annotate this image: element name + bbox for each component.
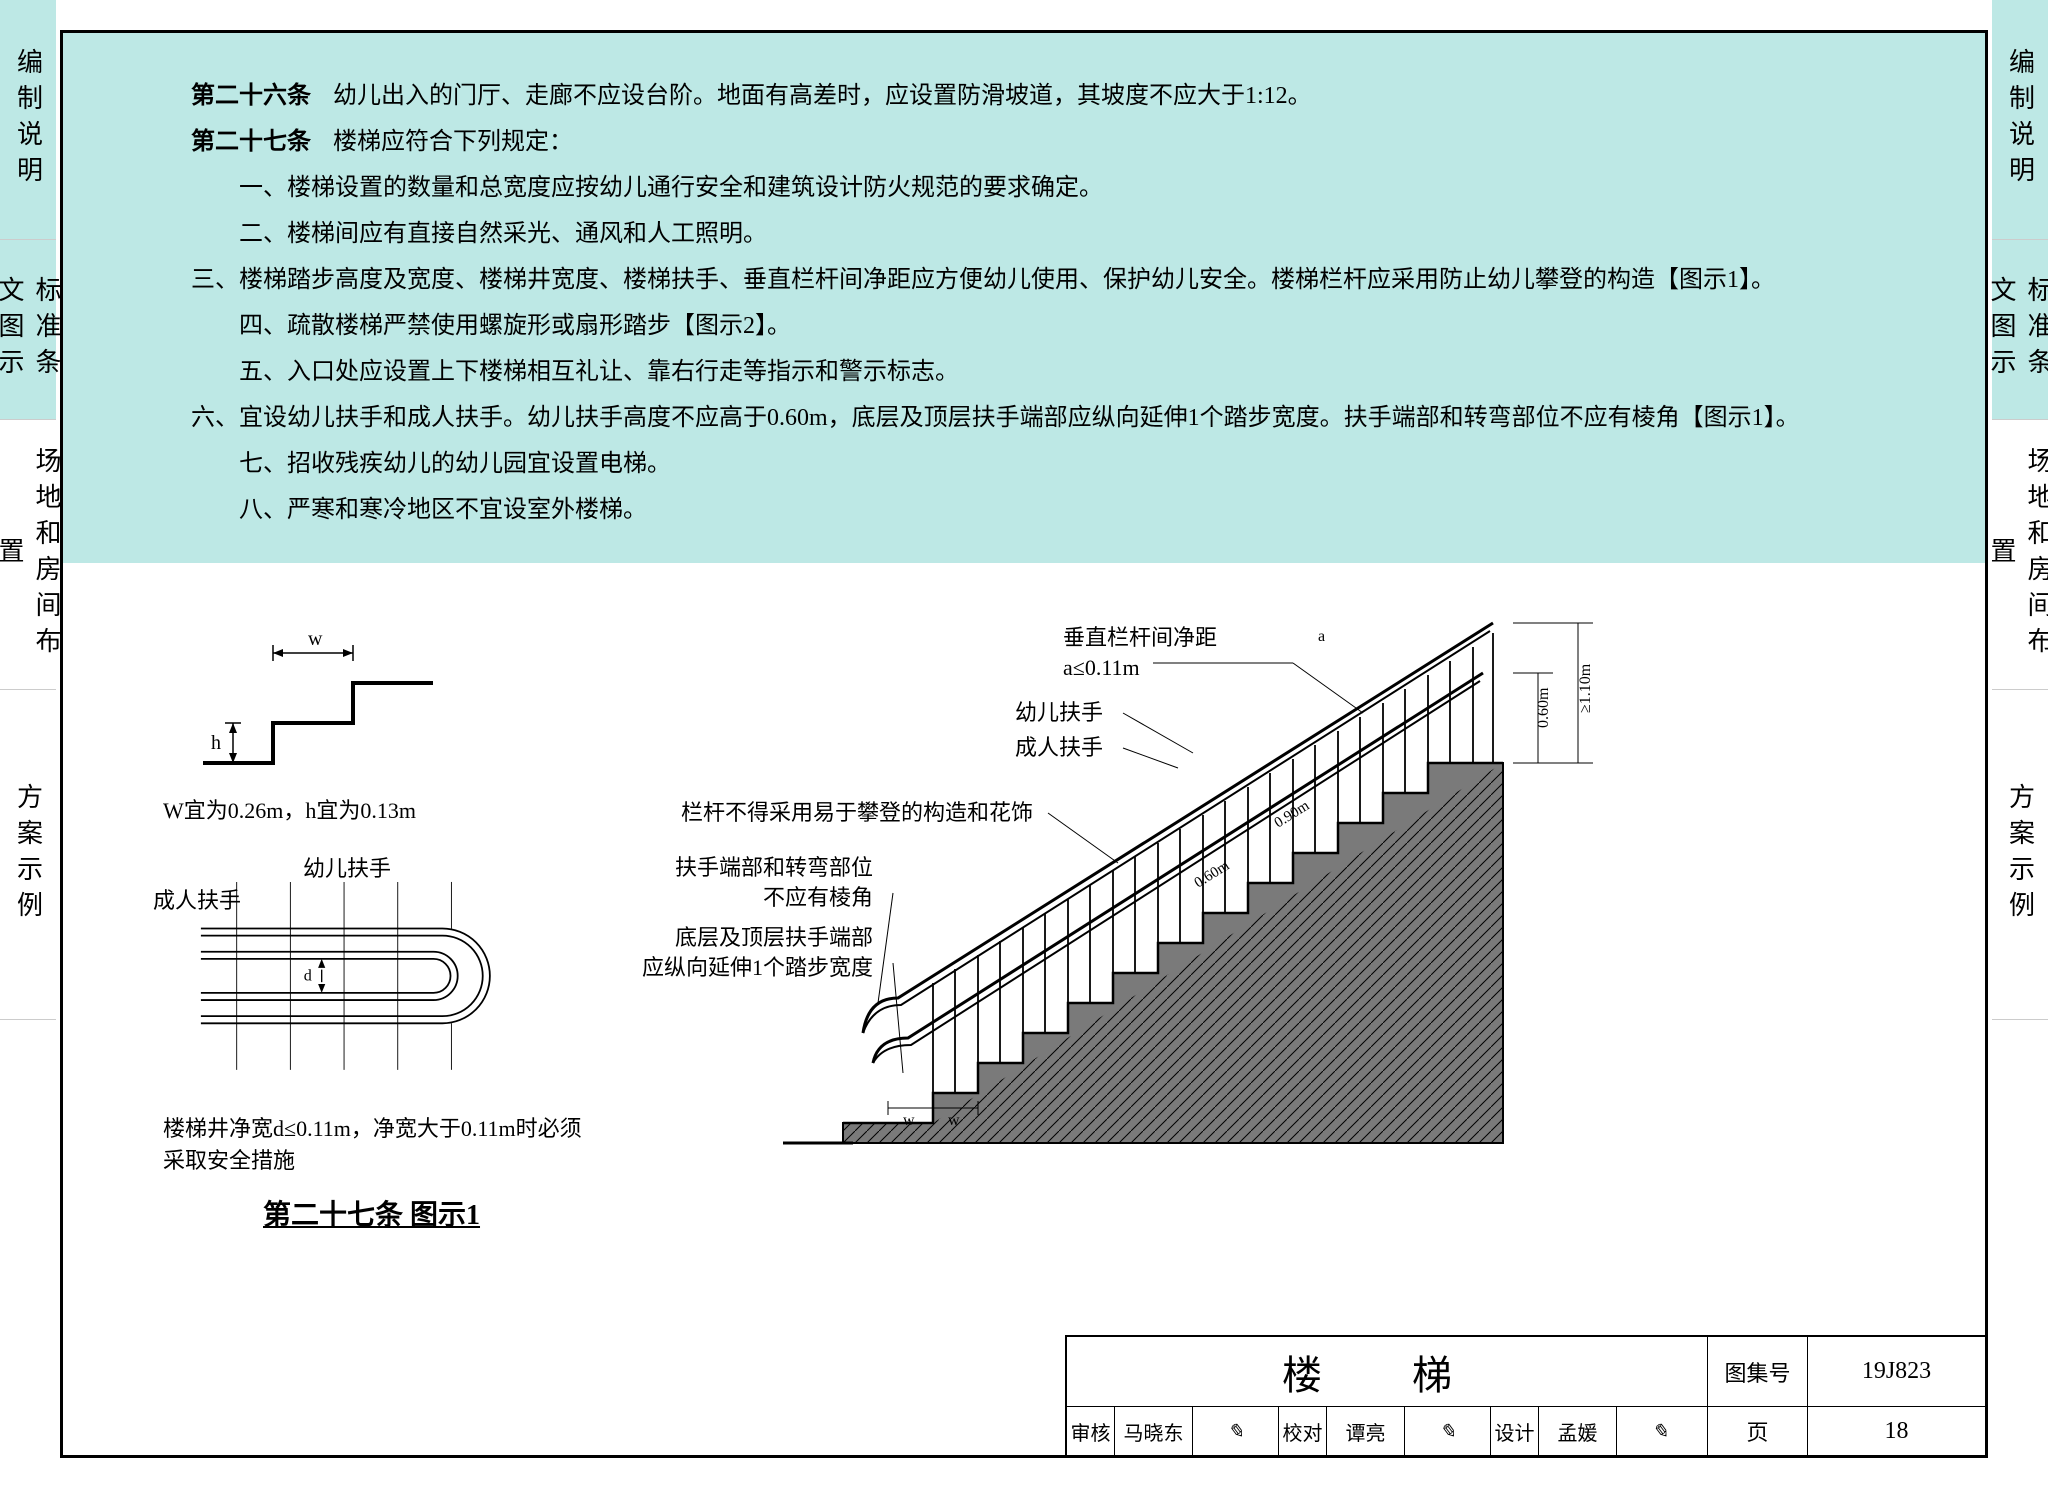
check-name: 谭亮 bbox=[1327, 1407, 1405, 1455]
svg-text:d: d bbox=[304, 967, 312, 984]
tab-standard-illustrations-left[interactable]: 标准条文图示 bbox=[0, 240, 56, 420]
tab-standard-illustrations-right[interactable]: 标准条文图示 bbox=[1992, 240, 2048, 420]
catalog-label: 图集号 bbox=[1707, 1337, 1807, 1407]
tab-site-room-layout-left[interactable]: 场地和房间布置 bbox=[0, 420, 56, 690]
design-name: 孟媛 bbox=[1539, 1407, 1617, 1455]
tab-site-room-layout-right[interactable]: 场地和房间布置 bbox=[1992, 420, 2048, 690]
tab-scheme-examples-left[interactable]: 方案示例 bbox=[0, 690, 56, 1020]
plan-child-handrail-label: 幼儿扶手 bbox=[303, 851, 391, 883]
plan-caption: 楼梯井净宽d≤0.11m，净宽大于0.11m时必须采取安全措施 bbox=[163, 1113, 583, 1177]
tab-compilation-notes-right[interactable]: 编制说明 bbox=[1992, 0, 2048, 240]
right-tabs: 编制说明 标准条文图示 场地和房间布置 方案示例 bbox=[1992, 0, 2048, 1488]
w-label: w bbox=[308, 628, 323, 650]
page-label: 页 bbox=[1707, 1407, 1807, 1455]
article-27-item-1: 一、楼梯设置的数量和总宽度应按幼儿通行安全和建筑设计防火规范的要求确定。 bbox=[143, 165, 1905, 211]
article-27-header: 第二十七条 楼梯应符合下列规定： bbox=[143, 119, 1905, 165]
annotation-baluster-gap: 垂直栏杆间净距 a≤0.11m bbox=[1063, 623, 1283, 683]
review-name: 马晓东 bbox=[1115, 1407, 1193, 1455]
article-27-item-6: 六、宜设幼儿扶手和成人扶手。幼儿扶手高度不应高于0.60m，底层及顶层扶手端部应… bbox=[143, 395, 1905, 441]
article-27-label: 第二十七条 bbox=[191, 129, 311, 155]
design-sign: ✎ bbox=[1617, 1407, 1703, 1455]
review-sign: ✎ bbox=[1193, 1407, 1279, 1455]
page-value: 18 bbox=[1807, 1407, 1985, 1455]
article-26-label: 第二十六条 bbox=[191, 83, 311, 109]
check-label: 校对 bbox=[1279, 1407, 1327, 1455]
article-27-intro: 楼梯应符合下列规定： bbox=[333, 129, 573, 155]
svg-text:≥1.10m: ≥1.10m bbox=[1577, 663, 1594, 713]
article-27-item-7: 七、招收残疾幼儿的幼儿园宜设置电梯。 bbox=[143, 441, 1905, 487]
step-caption: W宜为0.26m，h宜为0.13m bbox=[163, 793, 416, 825]
tab-scheme-examples-right[interactable]: 方案示例 bbox=[1992, 690, 2048, 1020]
article-26: 第二十六条 幼儿出入的门厅、走廊不应设台阶。地面有高差时，应设置防滑坡道，其坡度… bbox=[143, 73, 1905, 119]
plan-adult-handrail-label: 成人扶手 bbox=[153, 883, 241, 915]
article-27-item-5: 五、入口处应设置上下楼梯相互礼让、靠右行走等指示和警示标志。 bbox=[143, 349, 1905, 395]
drawing-title: 楼 梯 bbox=[1067, 1337, 1707, 1407]
left-tabs: 编制说明 标准条文图示 场地和房间布置 方案示例 bbox=[0, 0, 56, 1488]
article-26-text: 幼儿出入的门厅、走廊不应设台阶。地面有高差时，应设置防滑坡道，其坡度不应大于1:… bbox=[333, 83, 1312, 109]
step-profile-diagram: w h bbox=[183, 623, 463, 783]
figure-title: 第二十七条 图示1 bbox=[263, 1193, 480, 1233]
article-text-block: 第二十六条 幼儿出入的门厅、走廊不应设台阶。地面有高差时，应设置防滑坡道，其坡度… bbox=[63, 33, 1985, 563]
h-label: h bbox=[211, 732, 221, 754]
article-27-item-8: 八、严寒和寒冷地区不宜设室外楼梯。 bbox=[143, 487, 1905, 533]
svg-text:0.60m: 0.60m bbox=[1535, 687, 1552, 728]
article-27-item-2: 二、楼梯间应有直接自然采光、通风和人工照明。 bbox=[143, 211, 1905, 257]
svg-text:a: a bbox=[1318, 628, 1325, 645]
article-27-item-4: 四、疏散楼梯严禁使用螺旋形或扇形踏步【图示2】。 bbox=[143, 303, 1905, 349]
design-label: 设计 bbox=[1491, 1407, 1539, 1455]
annotation-child-handrail: 幼儿扶手 bbox=[923, 698, 1103, 728]
check-sign: ✎ bbox=[1405, 1407, 1491, 1455]
signature-row: 审核 马晓东 ✎ 校对 谭亮 ✎ 设计 孟媛 ✎ bbox=[1067, 1407, 1707, 1455]
annotation-adult-handrail: 成人扶手 bbox=[923, 733, 1103, 763]
svg-text:w: w bbox=[948, 1112, 960, 1129]
annotation-extend: 底层及顶层扶手端部 应纵向延伸1个踏步宽度 bbox=[633, 923, 873, 983]
article-27-item-3: 三、楼梯踏步高度及宽度、楼梯井宽度、楼梯扶手、垂直栏杆间净距应方便幼儿使用、保护… bbox=[143, 257, 1905, 303]
annotation-baluster-climb: 栏杆不得采用易于攀登的构造和花饰 bbox=[633, 798, 1033, 828]
diagram-area: w h W宜为0.26m，h宜为0.13m bbox=[63, 593, 1985, 1273]
tab-compilation-notes-left[interactable]: 编制说明 bbox=[0, 0, 56, 240]
svg-text:w: w bbox=[903, 1112, 915, 1129]
review-label: 审核 bbox=[1067, 1407, 1115, 1455]
page-frame: 第二十六条 幼儿出入的门厅、走廊不应设台阶。地面有高差时，应设置防滑坡道，其坡度… bbox=[60, 30, 1988, 1458]
annotation-corner: 扶手端部和转弯部位 不应有棱角 bbox=[633, 853, 873, 913]
catalog-value: 19J823 bbox=[1807, 1337, 1985, 1407]
title-block: 楼 梯 图集号 19J823 页 18 审核 马晓东 ✎ 校对 谭亮 ✎ 设计 … bbox=[1065, 1335, 1985, 1455]
